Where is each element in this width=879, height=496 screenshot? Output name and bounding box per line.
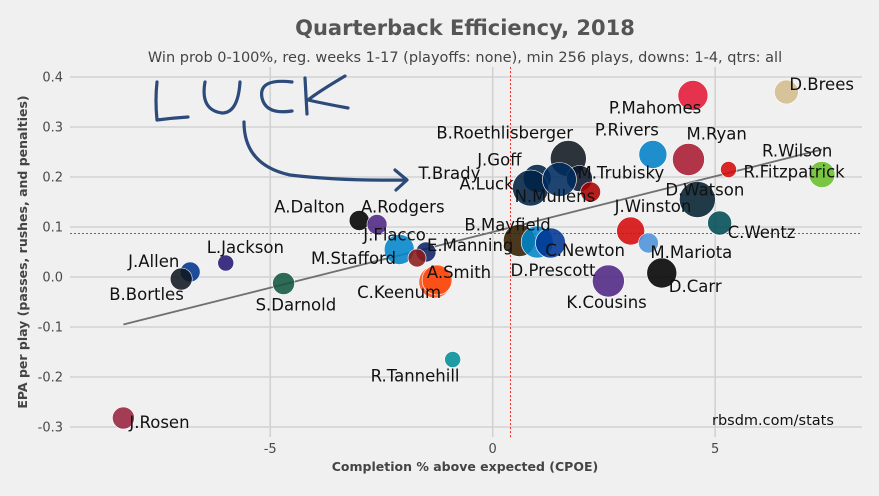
luck-scribble-U: [202, 80, 242, 115]
label-j-winston: J.Winston: [614, 197, 692, 216]
label-m-ryan: M.Ryan: [686, 125, 746, 144]
label-j-allen: J.Allen: [127, 252, 179, 271]
y-tick-label: 0.2: [42, 171, 63, 186]
luck-arrow: [242, 120, 409, 192]
label-a-dalton: A.Dalton: [274, 198, 345, 217]
label-a-rodgers: A.Rodgers: [361, 198, 445, 217]
point-d-prescott: [535, 227, 566, 259]
point-a-luck: [542, 162, 577, 197]
label-a-luck: A.Luck: [459, 175, 514, 194]
point-j-winston: [616, 216, 645, 246]
point-d-carr: [646, 257, 678, 289]
y-tick-label: 0.3: [42, 121, 63, 136]
data-points: [112, 79, 836, 430]
label-j-rosen: J.Rosen: [128, 413, 189, 432]
label-m-stafford: M.Stafford: [311, 249, 396, 268]
label-r-fitzpatrick: R.Fitzpatrick: [744, 163, 846, 182]
label-b-mayfield: B.Mayfield: [464, 216, 550, 235]
point-m-stafford: [407, 248, 427, 268]
chart-subtitle: Win prob 0-100%, reg. weeks 1-17 (playof…: [148, 50, 782, 66]
point-j-rosen: [112, 406, 135, 430]
y-tick-label: -0.1: [38, 321, 63, 336]
point-n-mullens: [580, 181, 601, 203]
y-axis-title: EPA per play (passes, rushes, and penalt…: [15, 95, 30, 408]
label-d-watson: D.Watson: [665, 181, 744, 200]
point-labels: D.Brees P.Mahomes P.Rivers M.Ryan R.Wilson D.…: [109, 75, 854, 432]
label-c-newton: C.Newton: [545, 241, 625, 260]
trend-line-segment: [123, 148, 823, 326]
grid: [70, 67, 862, 437]
point-d-watson: [679, 181, 716, 218]
label-d-brees: D.Brees: [789, 75, 854, 94]
point-b-bortles: [169, 267, 193, 291]
luck-scribble-K: [303, 74, 350, 116]
chart-title: Quarterback Efficiency, 2018: [295, 16, 635, 40]
label-j-goff: J.Goff: [476, 151, 522, 170]
x-tick-label: 5: [711, 442, 719, 457]
label-c-keenum: C.Keenum: [357, 283, 441, 302]
point-p-mahomes: [677, 80, 709, 111]
y-tick-label: -0.2: [38, 371, 63, 386]
luck-scribble-C: [259, 79, 294, 114]
y-tick-label: 0.0: [42, 271, 63, 286]
point-d-brees: [774, 79, 799, 105]
label-c-wentz: C.Wentz: [728, 223, 796, 242]
credit-text: rbsdm.com/stats: [712, 413, 834, 429]
point-l-jackson: [217, 254, 235, 272]
label-p-rivers: P.Rivers: [595, 121, 659, 140]
x-axis-title: Completion % above expected (CPOE): [332, 459, 598, 474]
label-m-mariota: M.Mariota: [650, 243, 732, 262]
label-r-tannehill: R.Tannehill: [371, 367, 460, 386]
x-tick-label: 0: [489, 442, 497, 457]
x-tick-label: -5: [264, 442, 277, 457]
point-p-rivers: [638, 140, 668, 169]
label-b-roethlisberger: B.Roethlisberger: [436, 124, 573, 143]
point-r-fitzpatrick: [720, 161, 737, 178]
y-tick-label: 0.4: [42, 71, 63, 86]
point-k-cousins: [592, 264, 625, 298]
point-a-rodgers: [366, 214, 388, 235]
point-r-tannehill: [444, 351, 461, 368]
label-a-smith: A.Smith: [427, 263, 491, 282]
point-m-mariota: [638, 232, 659, 254]
label-l-jackson: L.Jackson: [207, 238, 284, 257]
y-tick-label: 0.1: [42, 221, 63, 236]
label-p-mahomes: P.Mahomes: [609, 99, 701, 118]
label-s-darnold: S.Darnold: [256, 296, 337, 315]
tick-labels: -0.3 -0.2 -0.1 0.0 0.1 0.2 0.3 0.4 -5 0 5: [38, 71, 720, 458]
point-c-wentz: [707, 210, 732, 236]
luck-scribble-L: [154, 80, 190, 122]
label-b-bortles: B.Bortles: [109, 285, 184, 304]
label-d-prescott: D.Prescott: [511, 261, 596, 280]
label-e-manning: E.Manning: [427, 236, 513, 255]
point-m-ryan: [672, 143, 705, 176]
label-t-brady: T.Brady: [418, 164, 481, 183]
point-s-darnold: [272, 272, 295, 295]
handwritten-annotation: [154, 74, 409, 192]
label-n-mullens: N.Mullens: [515, 187, 596, 206]
point-c-keenum: [421, 264, 453, 296]
y-tick-label: -0.3: [38, 421, 63, 436]
label-r-wilson: R.Wilson: [762, 142, 832, 161]
label-d-carr: D.Carr: [669, 277, 722, 296]
trend-line: [123, 148, 823, 326]
point-r-wilson: [808, 161, 836, 188]
label-k-cousins: K.Cousins: [566, 293, 646, 312]
label-m-trubisky: M.Trubisky: [577, 164, 664, 183]
label-j-flacco: J.Flacco: [362, 226, 426, 245]
